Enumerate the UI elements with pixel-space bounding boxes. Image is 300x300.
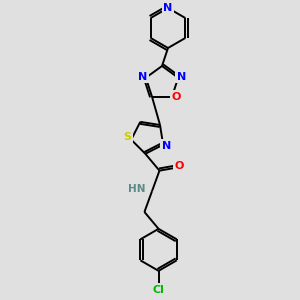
Text: N: N: [164, 3, 172, 13]
Text: N: N: [138, 72, 148, 82]
Text: Cl: Cl: [153, 285, 164, 295]
Text: HN: HN: [128, 184, 146, 194]
Text: N: N: [176, 72, 186, 82]
Text: O: O: [171, 92, 181, 102]
Text: N: N: [161, 141, 171, 151]
Text: S: S: [123, 132, 131, 142]
Text: O: O: [175, 161, 184, 171]
